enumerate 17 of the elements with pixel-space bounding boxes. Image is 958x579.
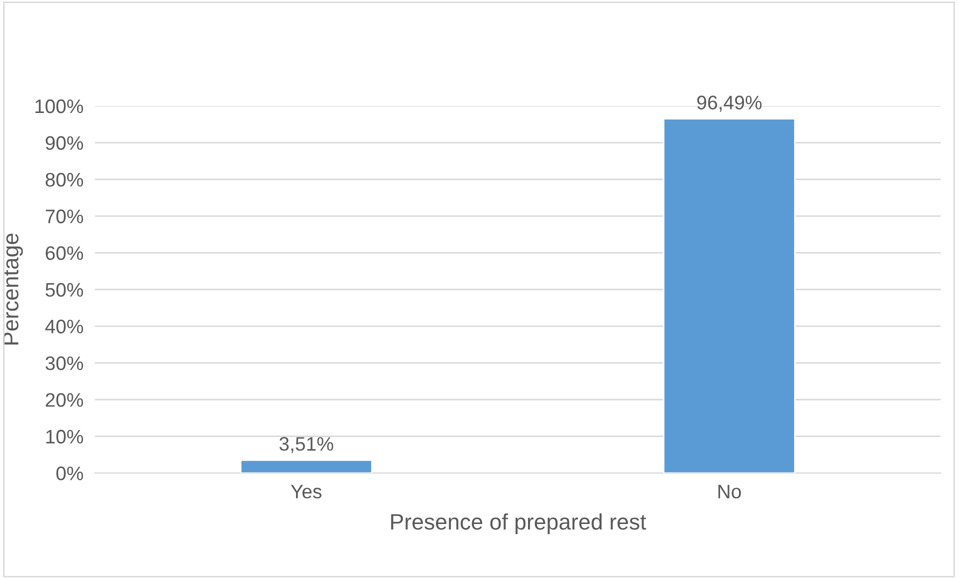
x-axis-title: Presence of prepared rest xyxy=(391,513,646,534)
x-tick-label: Yes xyxy=(290,484,322,498)
y-tick-label: 0% xyxy=(56,466,84,480)
data-label: 96,49% xyxy=(697,96,762,112)
y-tick-label: 80% xyxy=(46,172,84,187)
y-tick-label: 50% xyxy=(46,282,84,297)
y-tick-label: 70% xyxy=(46,210,84,224)
y-tick-label: 20% xyxy=(46,393,84,407)
y-tick-label: 100% xyxy=(35,99,84,114)
x-tick-label: No xyxy=(718,484,741,498)
y-tick-label: 60% xyxy=(46,246,84,260)
y-tick-label: 30% xyxy=(46,356,84,370)
y-tick-label: 10% xyxy=(46,430,84,444)
data-label: 3,51% xyxy=(279,436,334,454)
y-tick-label: 40% xyxy=(45,320,84,334)
y-axis-title: Percentage xyxy=(2,234,23,345)
y-tick-label: 90% xyxy=(46,136,84,150)
